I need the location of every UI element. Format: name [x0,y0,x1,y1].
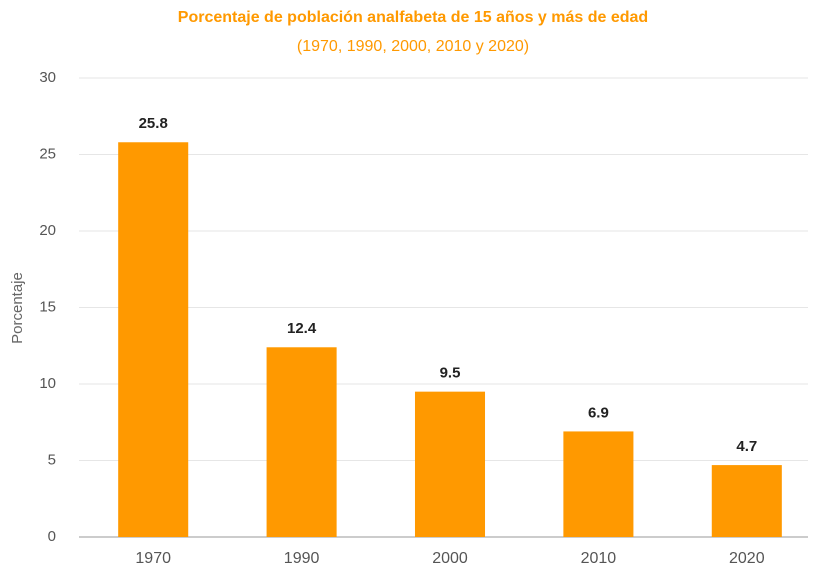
bar [563,431,634,537]
data-label: 25.8 [139,115,168,132]
y-tick-label: 25 [39,145,56,162]
y-tick-label: 5 [48,451,56,468]
x-tick-label: 1970 [135,550,171,567]
x-tick-label: 1990 [284,550,320,567]
y-tick-label: 15 [39,298,56,315]
chart-title: Porcentaje de población analfabeta de 15… [178,9,648,26]
y-tick-label: 0 [48,528,56,545]
bar [118,142,189,537]
bar [711,465,782,537]
data-label: 12.4 [287,320,317,337]
bar [414,391,486,537]
bar [266,347,337,537]
x-tick-label: 2010 [581,550,617,567]
y-tick-label: 30 [39,69,56,86]
x-tick-label: 2000 [432,550,468,567]
chart-subtitle: (1970, 1990, 2000, 2010 y 2020) [297,38,529,55]
x-tick-label: 2020 [729,550,765,567]
data-label: 6.9 [588,404,609,421]
y-axis-label: Porcentaje [9,272,26,344]
y-tick-label: 10 [39,375,56,392]
data-label: 9.5 [440,365,461,382]
data-label: 4.7 [736,438,757,455]
y-tick-label: 20 [39,222,56,239]
